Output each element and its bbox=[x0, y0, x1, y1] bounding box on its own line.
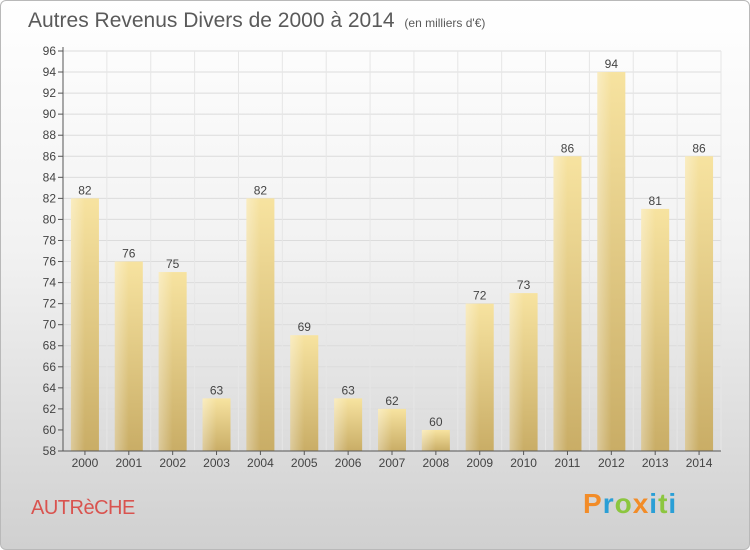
logo-letter: i bbox=[668, 488, 678, 519]
bar-value-label: 86 bbox=[561, 141, 575, 155]
y-tick-label: 78 bbox=[43, 233, 57, 247]
y-tick-label: 94 bbox=[43, 65, 57, 79]
bar-highlight bbox=[597, 72, 612, 451]
y-tick-label: 74 bbox=[43, 276, 57, 290]
y-tick-label: 72 bbox=[43, 297, 57, 311]
x-tick-label: 2004 bbox=[247, 456, 274, 470]
x-tick-label: 2005 bbox=[291, 456, 318, 470]
bar-highlight bbox=[202, 398, 217, 451]
y-tick-label: 80 bbox=[43, 212, 57, 226]
bar-highlight bbox=[290, 335, 305, 451]
logo-letter: P bbox=[583, 488, 603, 519]
axis-layer: 58 60 62 64 66 68 70 72 74 76 78 80 82 84 86 88 90 92 94 96… bbox=[43, 44, 721, 470]
y-tick-label: 86 bbox=[43, 149, 57, 163]
logo-letter: x bbox=[632, 488, 650, 519]
bar-highlight bbox=[421, 429, 436, 451]
y-tick-label: 64 bbox=[43, 381, 57, 395]
logo-letter: t bbox=[658, 488, 669, 519]
bar-highlight bbox=[509, 293, 524, 451]
bar-value-label: 60 bbox=[429, 415, 443, 429]
bar-highlight bbox=[553, 156, 568, 451]
y-tick-label: 68 bbox=[43, 339, 57, 353]
y-tick-label: 76 bbox=[43, 255, 57, 269]
y-tick-label: 62 bbox=[43, 402, 57, 416]
chart-unit: (en milliers d'€) bbox=[404, 16, 486, 30]
y-tick-label: 88 bbox=[43, 128, 57, 142]
x-tick-label: 2011 bbox=[555, 456, 581, 470]
bar-highlight bbox=[641, 208, 656, 451]
x-tick-label: 2007 bbox=[379, 456, 406, 470]
y-tick-label: 70 bbox=[43, 318, 57, 332]
y-tick-label: 60 bbox=[43, 423, 57, 437]
y-tick-label: 66 bbox=[43, 360, 57, 374]
bar-value-label: 62 bbox=[385, 394, 399, 408]
bar-value-label: 72 bbox=[473, 289, 487, 303]
bar-layer: 82 76 75 63 82 69 63 62 60 72 73 86 94 81 86 bbox=[70, 57, 714, 451]
bar-value-label: 69 bbox=[298, 320, 312, 334]
logo-letter: o bbox=[614, 488, 633, 519]
bar-value-label: 82 bbox=[78, 183, 92, 197]
bar-highlight bbox=[378, 408, 392, 451]
bar-highlight bbox=[465, 303, 480, 451]
x-tick-label: 2012 bbox=[598, 456, 625, 470]
logo-letter: i bbox=[649, 488, 659, 519]
bar-highlight bbox=[70, 198, 85, 451]
bar-value-label: 63 bbox=[341, 383, 355, 397]
y-tick-label: 84 bbox=[43, 170, 57, 184]
chart-title-text: Autres Revenus Divers de 2000 à 2014 bbox=[28, 9, 395, 32]
x-tick-label: 2000 bbox=[72, 456, 99, 470]
x-tick-label: 2013 bbox=[642, 456, 669, 470]
bar-value-label: 76 bbox=[122, 247, 136, 261]
y-tick-label: 96 bbox=[43, 44, 57, 58]
bar-highlight bbox=[158, 272, 173, 451]
x-tick-label: 2006 bbox=[335, 456, 362, 470]
y-tick-label: 92 bbox=[43, 86, 57, 100]
bar-value-label: 63 bbox=[210, 383, 224, 397]
x-tick-label: 2003 bbox=[203, 456, 230, 470]
x-tick-label: 2009 bbox=[466, 456, 493, 470]
bar-value-label: 81 bbox=[649, 194, 663, 208]
proxiti-logo[interactable]: Proxiti bbox=[583, 488, 677, 520]
bar-highlight bbox=[114, 261, 129, 451]
bar-value-label: 75 bbox=[166, 257, 180, 271]
commune-name: AUTRèCHE bbox=[31, 497, 135, 519]
logo-letter: r bbox=[602, 488, 615, 519]
x-tick-label: 2008 bbox=[423, 456, 450, 470]
x-tick-label: 2002 bbox=[159, 456, 186, 470]
y-tick-label: 90 bbox=[43, 107, 57, 121]
bar-highlight bbox=[334, 398, 349, 451]
chart-title: Autres Revenus Divers de 2000 à 2014 (en… bbox=[28, 9, 485, 33]
bar-highlight bbox=[246, 198, 261, 451]
bar-value-label: 86 bbox=[692, 141, 706, 155]
x-tick-label: 2014 bbox=[686, 456, 713, 470]
x-tick-label: 2001 bbox=[115, 456, 142, 470]
bar-highlight bbox=[685, 156, 700, 451]
bar-value-label: 94 bbox=[605, 57, 619, 71]
y-tick-label: 58 bbox=[43, 444, 57, 458]
y-tick-label: 82 bbox=[43, 191, 57, 205]
x-tick-label: 2010 bbox=[510, 456, 537, 470]
bar-value-label: 73 bbox=[517, 278, 531, 292]
bar-value-label: 82 bbox=[254, 183, 268, 197]
